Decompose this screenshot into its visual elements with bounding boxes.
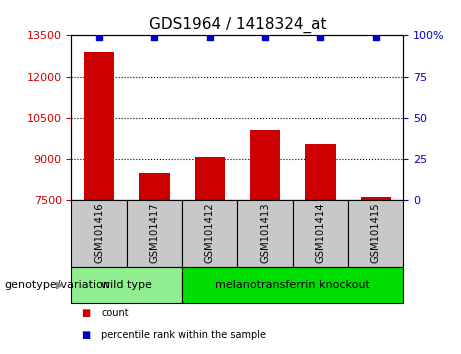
Bar xyxy=(182,267,403,303)
Text: genotype/variation: genotype/variation xyxy=(5,280,111,290)
Text: GSM101414: GSM101414 xyxy=(315,202,325,263)
Point xyxy=(317,34,324,40)
Bar xyxy=(139,172,170,200)
Bar xyxy=(250,130,280,200)
Bar xyxy=(71,200,127,267)
Point xyxy=(206,34,213,40)
Text: wild type: wild type xyxy=(101,280,152,290)
Bar xyxy=(182,200,237,267)
Text: GSM101415: GSM101415 xyxy=(371,202,381,263)
Text: ■: ■ xyxy=(81,330,90,339)
Text: GSM101416: GSM101416 xyxy=(94,202,104,263)
Point xyxy=(372,34,379,40)
Text: count: count xyxy=(101,308,129,318)
Bar xyxy=(348,200,403,267)
Title: GDS1964 / 1418324_at: GDS1964 / 1418324_at xyxy=(148,16,326,33)
Point xyxy=(151,34,158,40)
Bar xyxy=(293,200,348,267)
Text: GSM101417: GSM101417 xyxy=(149,202,160,263)
Bar xyxy=(361,197,391,200)
Text: GSM101412: GSM101412 xyxy=(205,202,215,263)
Bar xyxy=(127,200,182,267)
Text: percentile rank within the sample: percentile rank within the sample xyxy=(101,330,266,339)
Point xyxy=(261,34,269,40)
Text: GSM101413: GSM101413 xyxy=(260,202,270,263)
Bar xyxy=(71,267,182,303)
Bar xyxy=(305,144,336,200)
Point xyxy=(95,34,103,40)
Bar xyxy=(84,52,114,200)
Bar xyxy=(237,200,293,267)
Text: ▶: ▶ xyxy=(56,280,64,290)
Text: ■: ■ xyxy=(81,308,90,318)
Text: melanotransferrin knockout: melanotransferrin knockout xyxy=(215,280,370,290)
Bar xyxy=(195,158,225,200)
